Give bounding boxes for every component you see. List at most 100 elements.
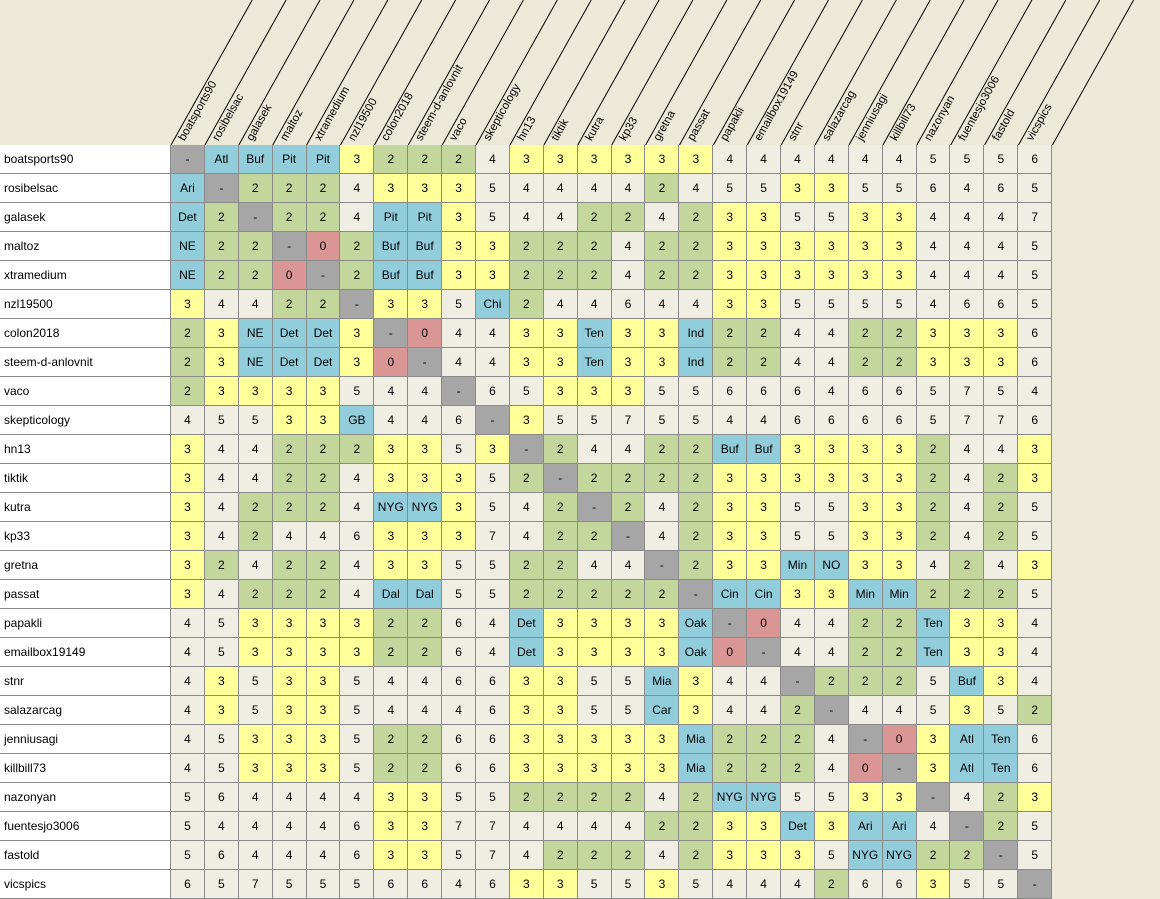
column-divider — [950, 0, 1033, 145]
matrix-cell: - — [713, 609, 748, 638]
matrix-cell: 2 — [611, 783, 646, 812]
column-divider — [916, 0, 999, 145]
matrix-cell: 3 — [984, 667, 1019, 696]
matrix-cell: Ten — [916, 609, 951, 638]
row-label: passat — [0, 580, 171, 609]
table-row: salazarcag 4 3 5 3 3 5 4 4 4 6 3 3 5 5 Car 3 4 4 2-4 4 5 3 5 2 — [0, 696, 1058, 725]
matrix-cell: 6 — [848, 377, 883, 406]
matrix-cell: 3 — [916, 348, 951, 377]
matrix-cell: 2 — [543, 783, 578, 812]
matrix-cell: 2 — [577, 783, 612, 812]
matrix-cell: - — [645, 551, 680, 580]
row-label: salazarcag — [0, 696, 171, 725]
matrix-cell: Buf — [408, 232, 443, 261]
matrix-cell: 3 — [374, 174, 409, 203]
matrix-cell: 5 — [577, 667, 612, 696]
matrix-cell: 3 — [814, 812, 849, 841]
matrix-cell: 4 — [747, 145, 782, 174]
matrix-cell: Det — [509, 609, 544, 638]
matrix-cell: Det — [272, 348, 307, 377]
matrix-cell: 3 — [306, 725, 341, 754]
column-divider — [407, 0, 490, 145]
matrix-cell: 2 — [272, 464, 307, 493]
matrix-cell: 4 — [848, 145, 883, 174]
matrix-cell: 3 — [916, 725, 951, 754]
matrix-cell: 4 — [645, 203, 680, 232]
matrix-cell: 6 — [476, 377, 510, 406]
matrix-cell: 5 — [577, 696, 612, 725]
matrix-cell: 4 — [509, 203, 544, 232]
column-divider — [170, 0, 253, 145]
matrix-cell: 2 — [713, 319, 748, 348]
matrix-cell: 7 — [950, 406, 985, 435]
matrix-cell: 4 — [509, 493, 544, 522]
matrix-cell: 4 — [1018, 609, 1053, 638]
matrix-cell: 3 — [272, 638, 307, 667]
matrix-cell: 6 — [442, 667, 477, 696]
matrix-cell: 3 — [848, 261, 883, 290]
matrix-cell: 5 — [171, 812, 205, 841]
matrix-cell: 3 — [848, 783, 883, 812]
matrix-cell: 4 — [814, 145, 849, 174]
matrix-cell: 4 — [204, 290, 239, 319]
matrix-cell: 4 — [408, 696, 443, 725]
matrix-cell: 5 — [340, 377, 375, 406]
matrix-cell: 2 — [306, 435, 341, 464]
matrix-cell: 6 — [1018, 725, 1053, 754]
matrix-cell: 4 — [238, 783, 273, 812]
matrix-cell: 3 — [509, 348, 544, 377]
matrix-cell: 3 — [679, 696, 714, 725]
matrix-cell: NYG — [713, 783, 748, 812]
matrix-cell: 4 — [814, 377, 849, 406]
matrix-cell: 4 — [374, 696, 409, 725]
matrix-cell: 6 — [442, 754, 477, 783]
matrix-cell: 3 — [476, 232, 510, 261]
matrix-cell: 4 — [679, 290, 714, 319]
matrix-cell: Min — [882, 580, 917, 609]
row-label: rosibelsac — [0, 174, 171, 203]
matrix-cell: 2 — [611, 841, 646, 870]
matrix-cell: 2 — [916, 464, 951, 493]
matrix-cell: - — [1018, 870, 1053, 899]
matrix-cell: 2 — [713, 754, 748, 783]
matrix-cell: 3 — [272, 609, 307, 638]
matrix-cell: 5 — [916, 145, 951, 174]
matrix-cell: 3 — [306, 667, 341, 696]
matrix-cell: 4 — [1018, 638, 1053, 667]
matrix-cell: 5 — [1018, 493, 1053, 522]
matrix-cell: 3 — [204, 319, 239, 348]
matrix-cell: 3 — [543, 348, 578, 377]
matrix-cell: 3 — [340, 319, 375, 348]
matrix-cell: 4 — [916, 261, 951, 290]
matrix-cell: 5 — [781, 783, 815, 812]
matrix-cell: 4 — [781, 870, 815, 899]
matrix-cell: 3 — [408, 290, 443, 319]
matrix-cell: 5 — [340, 667, 375, 696]
matrix-cell: 2 — [509, 580, 544, 609]
matrix-cell: 5 — [611, 696, 646, 725]
column-divider — [509, 0, 592, 145]
matrix-cell: 5 — [781, 493, 815, 522]
matrix-cell: 4 — [238, 290, 273, 319]
matrix-cell: 4 — [781, 348, 815, 377]
matrix-cell: - — [543, 464, 578, 493]
matrix-cell: 3 — [272, 754, 307, 783]
matrix-cell: 2 — [543, 435, 578, 464]
matrix-cell: 3 — [848, 232, 883, 261]
matrix-cell: 3 — [306, 406, 341, 435]
matrix-cell: 6 — [340, 841, 375, 870]
matrix-cell: 4 — [306, 812, 341, 841]
matrix-cell: 4 — [814, 348, 849, 377]
matrix-cell: 4 — [950, 435, 985, 464]
matrix-cell: 3 — [611, 609, 646, 638]
matrix-cell: 3 — [171, 522, 205, 551]
matrix-cell: 5 — [340, 754, 375, 783]
matrix-cell: 6 — [882, 406, 917, 435]
matrix-cell: Cin — [747, 580, 782, 609]
matrix-cell: 2 — [679, 841, 714, 870]
matrix-cell: Ten — [984, 754, 1019, 783]
table-row: boatsports90- Atl Buf Pit Pit 3 2 2 2 4 3 3 3 3 3 3 4 4 4 4… — [0, 145, 1058, 174]
matrix-cell: 2 — [713, 725, 748, 754]
matrix-cell: 2 — [950, 551, 985, 580]
matrix-cell: 2 — [848, 638, 883, 667]
